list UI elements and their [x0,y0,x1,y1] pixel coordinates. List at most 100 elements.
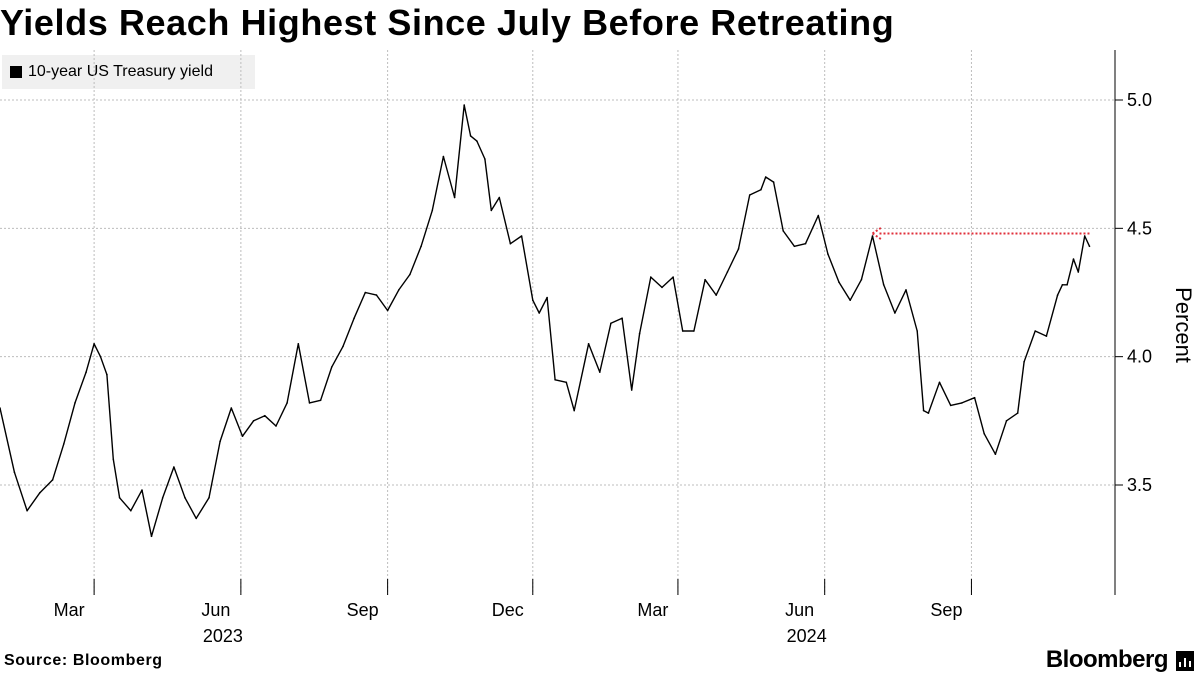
series-line-10y-yield [0,104,1091,537]
data-point [331,366,333,368]
data-point [882,284,885,286]
data-point [1056,294,1059,296]
data-point [297,343,300,345]
data-point [938,381,941,384]
data-point [827,253,829,255]
data-point [453,196,456,199]
data-point [871,235,874,237]
x-tick-label: Mar [637,600,668,620]
x-year-label: 2023 [203,626,243,646]
data-point [106,373,108,376]
data-point [693,330,695,332]
data-point [1061,284,1064,286]
x-tick-label: Jun [201,600,230,620]
bloomberg-chart-icon [1176,651,1194,671]
data-point [442,155,445,158]
data-point [173,466,175,468]
data-point [13,471,16,474]
data-point [804,242,807,245]
data-point [353,317,355,320]
data-point [922,409,925,412]
data-point [498,196,501,199]
source-note: Source: Bloomberg [4,652,163,669]
data-point [409,273,411,276]
data-point [532,299,534,302]
data-point [375,294,378,296]
data-point [546,296,548,299]
data-point [286,402,288,404]
data-point [264,414,266,417]
data-point [961,402,963,404]
data-point [715,294,717,296]
data-point [681,330,684,332]
data-point [672,276,674,278]
data-point [573,409,575,412]
data-point [342,345,344,348]
y-tick-label: 4.0 [1127,347,1152,367]
data-point [99,355,102,358]
data-point [1016,412,1019,414]
data-point [93,343,95,345]
data-point [241,435,244,438]
data-point [85,371,87,373]
data-point [949,404,952,407]
data-point [364,291,367,294]
data-point [484,158,486,160]
data-point [782,230,784,232]
data-point [927,412,930,414]
data-point [398,289,400,291]
data-point [994,453,997,456]
y-tick-label: 5.0 [1127,90,1152,110]
x-tick-label: Mar [54,600,85,620]
data-point [161,497,164,499]
data-point [905,289,907,291]
data-point [118,497,121,499]
x-tick-label: Dec [492,600,524,620]
x-tick-label: Sep [347,600,379,620]
data-point [1083,235,1086,237]
data-point [1077,271,1080,273]
legend-swatch [10,66,22,78]
data-point [661,286,663,289]
data-point [1072,258,1075,260]
data-point [793,245,796,248]
data-point [219,440,221,443]
data-point [737,248,740,250]
data-point [509,242,512,245]
data-point [275,425,277,427]
y-tick-label: 4.5 [1127,218,1152,238]
data-point [490,209,493,212]
data-point [319,399,322,402]
data-point [565,381,568,384]
data-point [74,402,76,404]
data-point [1023,361,1025,363]
data-point [1066,284,1068,286]
data-point [431,209,434,212]
data-point [230,407,233,409]
data-point [973,396,976,399]
legend-label: 10-year US Treasury yield [28,63,213,80]
data-point [184,497,186,499]
data-point [141,489,143,491]
data-point [860,278,863,281]
data-point [463,104,466,106]
data-point [630,389,633,391]
data-point [208,497,210,499]
data-point [1034,330,1036,332]
data-point [983,432,985,435]
chart-title: Yields Reach Highest Since July Before R… [0,2,895,43]
data-point [817,214,820,217]
data-point [772,181,775,183]
annotation-arrow-head [871,226,883,241]
data-point [621,317,623,320]
data-point [554,379,556,381]
data-point [0,407,1,409]
x-tick-label: Sep [930,600,962,620]
data-point [1045,335,1048,337]
data-point [420,245,422,248]
x-year-label: 2024 [787,626,827,646]
data-point [1088,245,1091,248]
data-point [26,509,28,512]
data-point [838,281,840,284]
